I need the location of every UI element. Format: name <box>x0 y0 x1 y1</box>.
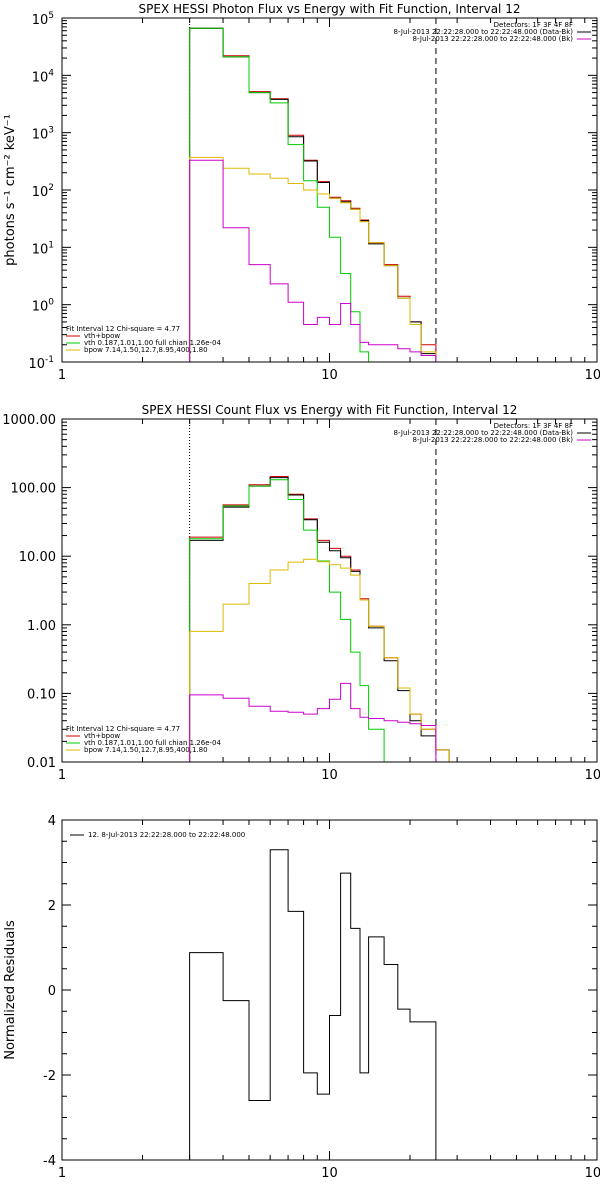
x-tick-label: 1 <box>58 1166 66 1181</box>
series-line-thermal <box>189 479 450 762</box>
chart-panel-3: 1 10 100 -4 -2 0 2 4 Normalized Residuals 12. 8-J… <box>3 814 600 1181</box>
axes-frame <box>61 17 598 363</box>
x-tick-label: 1 <box>58 768 66 783</box>
y-tick-base: 10 <box>32 185 49 200</box>
legend-top-right-entry: 8-Jul-2013 22:22:28.000 to 22:22:48.000 … <box>394 28 574 36</box>
x-tick-label: 100 <box>585 768 600 783</box>
series-line-total <box>189 27 437 362</box>
series-line-data <box>189 27 437 362</box>
y-tick-base: 10 <box>32 128 49 143</box>
y-tick-label: -2 <box>43 1069 56 1084</box>
y-tick-label: 10-1 <box>28 355 54 372</box>
x-tick-label: 100 <box>585 368 600 383</box>
plot-area <box>189 27 437 362</box>
legend-bottom-left-entry: vth 0.187,1.01,1.00 full chian 1.26e-04 <box>84 739 222 747</box>
series-line-background <box>189 682 437 762</box>
y-tick-exponent: 1 <box>48 240 54 250</box>
x-tick-label: 10 <box>321 368 338 383</box>
legend-bottom-left-entry: bpow 7.14,1.50,12.7,8.95,400,1.80 <box>84 346 208 354</box>
plot-area <box>189 476 450 762</box>
x-tick-label: 100 <box>585 1166 600 1181</box>
y-tick-base: 10 <box>28 357 45 372</box>
y-axis-label: Normalized Residuals <box>3 920 18 1060</box>
y-tick-label: 4 <box>48 814 56 829</box>
y-tick-base: 10 <box>32 70 49 85</box>
y-tick-base: 10 <box>32 13 49 28</box>
chart-title: SPEX HESSI Count Flux vs Energy with Fit… <box>142 403 518 417</box>
y-tick-label: 2 <box>48 899 56 914</box>
y-axis-label: photons s⁻¹ cm⁻² keV⁻¹ <box>3 114 18 266</box>
y-tick-label: 1.00 <box>27 619 56 634</box>
y-tick-exponent: 2 <box>48 183 54 193</box>
legend-top-right-entry: Detectors: 1F 3F 4F 8F <box>494 21 573 29</box>
axes-frame <box>61 819 598 1161</box>
y-tick-label: 102 <box>32 183 54 200</box>
y-tick-label: 101 <box>32 240 54 257</box>
legend-bottom-left-entry: Fit Interval 12 Chi-square = 4.77 <box>66 325 180 333</box>
legend-top-left-entry: 12. 8-Jul-2013 22:22:28.000 to 22:22:48.… <box>88 831 245 839</box>
y-tick-exponent: -1 <box>45 355 54 365</box>
legend-top-right-entry: 8-Jul-2013 22:22:28.000 to 22:22:48.000 … <box>413 35 574 43</box>
legend-bottom-left-entry: vth 0.187,1.01,1.00 full chian 1.26e-04 <box>84 339 222 347</box>
legend-top-right-entry: 8-Jul-2013 22:22:28.000 to 22:22:48.000 … <box>394 429 574 437</box>
y-tick-label: 0 <box>48 984 56 999</box>
y-tick-base: 10 <box>32 242 49 257</box>
series-line-power <box>189 156 437 362</box>
y-tick-label: 103 <box>32 126 54 143</box>
y-tick-exponent: 3 <box>48 126 54 136</box>
y-tick-label: 0.10 <box>27 687 56 702</box>
plot-area <box>189 849 437 1160</box>
x-tick-label: 1 <box>58 368 66 383</box>
y-tick-base: 10 <box>32 300 49 315</box>
x-tick-label: 10 <box>321 1166 338 1181</box>
chart-panel-2: SPEX HESSI Count Flux vs Energy with Fit… <box>2 403 600 783</box>
y-tick-label: 10.00 <box>19 550 56 565</box>
axes-frame <box>61 418 598 763</box>
y-tick-exponent: 5 <box>48 11 54 21</box>
series-line-thermal <box>189 27 436 362</box>
series-line-data <box>189 477 450 762</box>
y-tick-label: 104 <box>32 68 55 85</box>
y-tick-label: 100 <box>32 298 55 315</box>
series-line-background <box>189 159 437 362</box>
y-tick-label: 0.01 <box>27 756 56 771</box>
chart-panel-1: SPEX HESSI Photon Flux vs Energy with Fi… <box>3 2 600 383</box>
legend-bottom-left-entry: vth+bpow <box>84 732 120 740</box>
legend-top-right-entry: Detectors: 1F 3F 4F 8F <box>494 422 573 430</box>
legend-top-right-entry: 8-Jul-2013 22:22:28.000 to 22:22:48.000 … <box>413 436 574 444</box>
y-tick-label: 1000.00 <box>2 413 56 428</box>
y-tick-label: 100.00 <box>11 482 57 497</box>
y-tick-exponent: 0 <box>48 298 54 308</box>
x-tick-label: 10 <box>321 768 338 783</box>
chart-title: SPEX HESSI Photon Flux vs Energy with Fi… <box>139 2 521 16</box>
y-tick-label: -4 <box>43 1154 56 1169</box>
y-tick-label: 105 <box>32 11 54 28</box>
series-line-power <box>189 558 450 762</box>
legend-bottom-left-entry: vth+bpow <box>84 332 120 340</box>
legend-bottom-left-entry: bpow 7.14,1.50,12.7,8.95,400,1.80 <box>84 746 208 754</box>
y-tick-exponent: 4 <box>48 68 54 78</box>
series-line-data <box>189 849 437 1160</box>
legend-bottom-left-entry: Fit Interval 12 Chi-square = 4.77 <box>66 725 180 733</box>
